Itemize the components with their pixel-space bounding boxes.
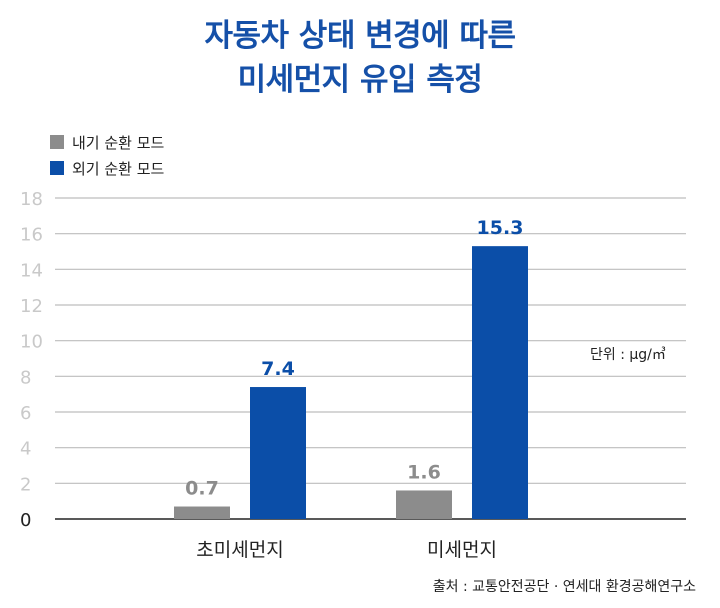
x-category-label: 미세먼지 — [427, 539, 497, 561]
legend-swatch-outdoor — [50, 161, 64, 175]
x-category-label: 초미세먼지 — [196, 539, 283, 561]
y-tick-label: 10 — [20, 332, 43, 353]
legend-swatch-indoor — [50, 135, 64, 149]
data-label: 0.7 — [185, 478, 219, 500]
y-tick-label: 18 — [20, 189, 43, 210]
legend-label-outdoor: 외기 순환 모드 — [72, 159, 165, 178]
bar — [250, 387, 306, 519]
data-label: 1.6 — [407, 461, 441, 483]
y-tick-label: 4 — [20, 439, 31, 460]
data-label: 15.3 — [477, 217, 524, 239]
bar — [174, 506, 230, 519]
y-tick-label: 0 — [20, 510, 31, 531]
y-tick-label: 14 — [20, 260, 43, 281]
unit-label: 단위 : μg/㎥ — [590, 347, 666, 363]
legend-item-indoor: 내기 순환 모드 — [50, 132, 164, 152]
y-tick-label: 12 — [20, 296, 43, 317]
y-tick-label: 8 — [20, 367, 31, 388]
legend-item-outdoor: 외기 순환 모드 — [50, 158, 164, 178]
y-tick-label: 2 — [20, 474, 31, 495]
bar — [472, 246, 528, 519]
chart-title-line-2: 미세먼지 유입 측정 — [237, 62, 483, 98]
data-label: 7.4 — [261, 358, 295, 380]
chart-title-line-1: 자동차 상태 변경에 따른 — [204, 18, 516, 54]
y-tick-label: 6 — [20, 403, 31, 424]
bar — [396, 490, 452, 519]
legend-label-indoor: 내기 순환 모드 — [72, 133, 165, 152]
y-tick-label: 16 — [20, 225, 43, 246]
source-caption: 출처 : 교통안전공단 · 연세대 환경공해연구소 — [432, 579, 696, 595]
